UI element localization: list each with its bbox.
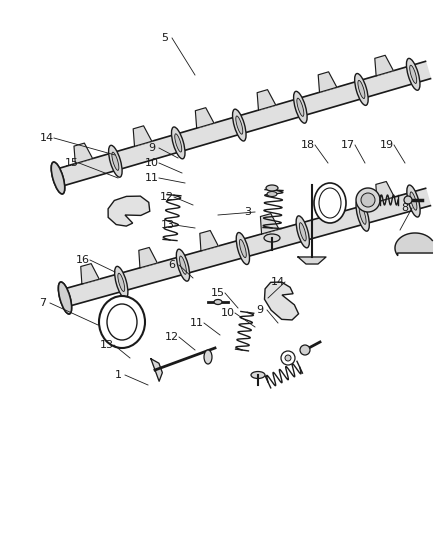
Ellipse shape — [358, 80, 365, 99]
Ellipse shape — [236, 116, 243, 134]
Text: 9: 9 — [256, 305, 264, 315]
Text: 10: 10 — [145, 158, 159, 168]
Circle shape — [285, 355, 291, 361]
Text: 5: 5 — [162, 33, 169, 43]
Text: 19: 19 — [380, 140, 394, 150]
Text: 6: 6 — [169, 260, 176, 270]
Ellipse shape — [410, 65, 417, 84]
Polygon shape — [63, 188, 431, 306]
Text: 11: 11 — [190, 318, 204, 328]
Polygon shape — [257, 90, 276, 110]
Ellipse shape — [58, 282, 72, 314]
Polygon shape — [395, 233, 432, 255]
Ellipse shape — [180, 256, 187, 274]
Circle shape — [300, 345, 310, 355]
Polygon shape — [376, 182, 394, 202]
Text: 12: 12 — [165, 332, 179, 342]
Ellipse shape — [51, 162, 65, 194]
Text: 9: 9 — [148, 143, 155, 153]
Text: 11: 11 — [145, 173, 159, 183]
Text: 17: 17 — [341, 140, 355, 150]
Ellipse shape — [118, 273, 125, 292]
Ellipse shape — [236, 232, 250, 264]
Ellipse shape — [251, 372, 265, 378]
Ellipse shape — [115, 266, 128, 298]
Polygon shape — [139, 247, 157, 268]
Polygon shape — [200, 230, 218, 251]
Polygon shape — [81, 264, 99, 284]
Ellipse shape — [359, 206, 366, 224]
Polygon shape — [195, 108, 214, 128]
Text: 10: 10 — [221, 308, 235, 318]
Polygon shape — [265, 282, 299, 320]
Ellipse shape — [410, 192, 417, 210]
Ellipse shape — [107, 304, 137, 340]
Circle shape — [281, 351, 295, 365]
Ellipse shape — [177, 249, 190, 281]
Ellipse shape — [319, 188, 341, 218]
Ellipse shape — [204, 350, 212, 364]
Ellipse shape — [62, 289, 68, 307]
Ellipse shape — [356, 199, 369, 231]
Ellipse shape — [240, 239, 246, 257]
Circle shape — [404, 196, 412, 204]
Text: 14: 14 — [40, 133, 54, 143]
Polygon shape — [56, 61, 431, 187]
Ellipse shape — [54, 169, 61, 187]
Text: 16: 16 — [76, 255, 90, 265]
Polygon shape — [74, 143, 92, 164]
Text: 15: 15 — [211, 288, 225, 298]
Ellipse shape — [407, 185, 420, 217]
Circle shape — [361, 193, 375, 207]
Ellipse shape — [297, 98, 304, 116]
Ellipse shape — [266, 185, 278, 191]
Ellipse shape — [99, 296, 145, 348]
Ellipse shape — [314, 183, 346, 223]
Text: 13: 13 — [161, 220, 175, 230]
Text: 12: 12 — [160, 192, 174, 202]
Ellipse shape — [112, 152, 119, 171]
Polygon shape — [320, 197, 339, 217]
Ellipse shape — [299, 223, 306, 241]
Text: 3: 3 — [244, 207, 251, 217]
Ellipse shape — [264, 234, 280, 242]
Polygon shape — [108, 196, 150, 226]
Text: 15: 15 — [65, 158, 79, 168]
Ellipse shape — [406, 59, 420, 90]
Text: 1: 1 — [114, 370, 121, 380]
Text: 13: 13 — [100, 340, 114, 350]
Ellipse shape — [233, 109, 246, 141]
Ellipse shape — [267, 191, 277, 197]
Ellipse shape — [109, 146, 122, 177]
Ellipse shape — [51, 162, 65, 194]
Ellipse shape — [355, 74, 368, 106]
Ellipse shape — [58, 282, 72, 314]
Polygon shape — [298, 257, 326, 264]
Ellipse shape — [293, 91, 307, 123]
Ellipse shape — [296, 216, 309, 248]
Text: 18: 18 — [301, 140, 315, 150]
Ellipse shape — [214, 300, 222, 304]
Ellipse shape — [175, 134, 182, 152]
Polygon shape — [375, 55, 393, 76]
Text: 14: 14 — [271, 277, 285, 287]
Polygon shape — [318, 72, 337, 92]
Polygon shape — [133, 126, 152, 146]
Polygon shape — [261, 214, 279, 234]
Ellipse shape — [172, 127, 185, 159]
Circle shape — [356, 188, 380, 212]
Text: 8: 8 — [402, 203, 409, 213]
Text: 7: 7 — [39, 298, 46, 308]
Polygon shape — [151, 359, 162, 381]
